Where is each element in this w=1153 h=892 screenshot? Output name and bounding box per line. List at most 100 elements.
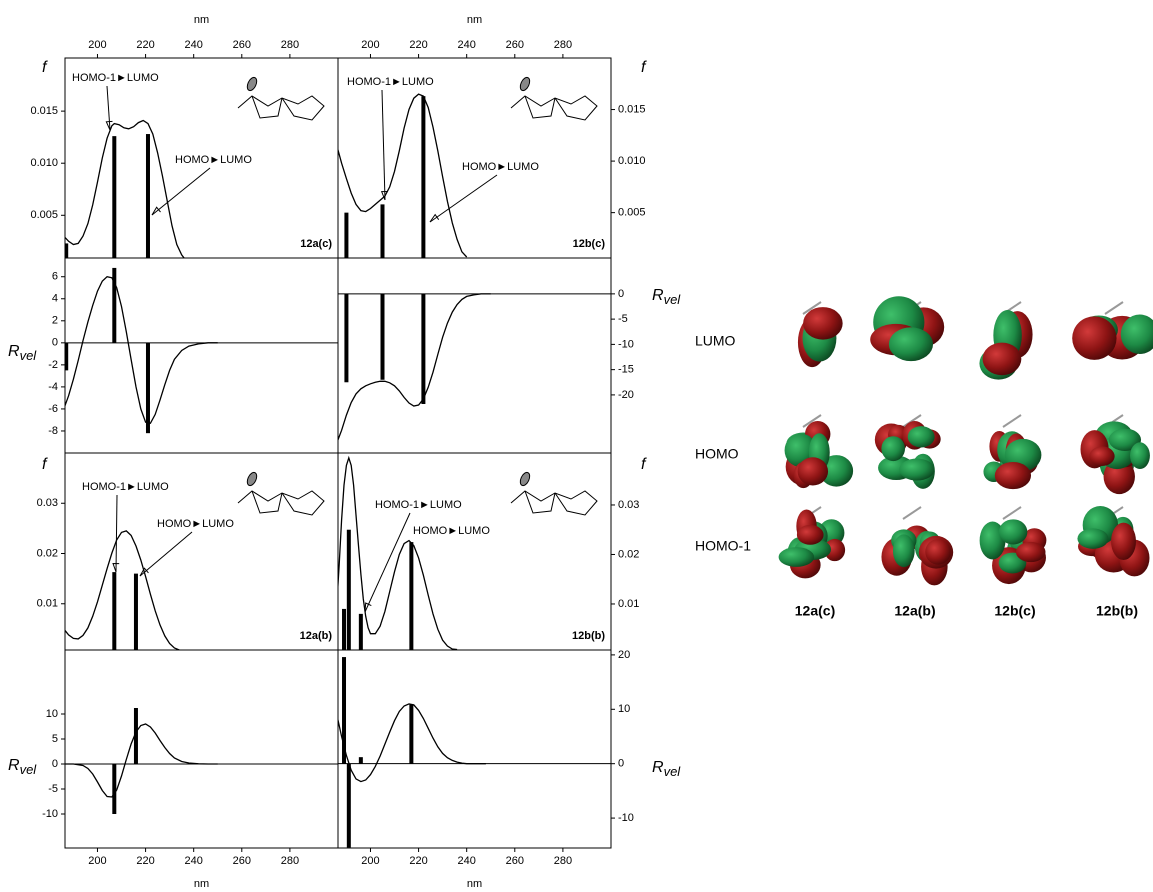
x-tick-label: 260	[506, 39, 524, 51]
structure	[238, 491, 324, 515]
stick	[146, 134, 150, 258]
x-tick-label: 220	[136, 39, 154, 51]
orbital-bond	[1105, 302, 1123, 314]
x-tick-label: 220	[409, 39, 427, 51]
panel-frame	[338, 258, 611, 453]
stick	[342, 609, 346, 650]
y-tick-label: 0.01	[37, 598, 58, 610]
y-axis-label: f	[641, 59, 647, 76]
y-tick-label: 4	[52, 293, 58, 305]
annotation-arrow	[382, 90, 385, 200]
y-axis-label-main: R	[652, 759, 664, 776]
stick	[380, 294, 384, 380]
orbital-lobe	[1111, 523, 1136, 560]
x-tick-label: 240	[458, 855, 476, 867]
annotation: HOMO-1►LUMO	[375, 499, 462, 511]
x-tick-label: 240	[458, 39, 476, 51]
orbital-bond	[1003, 415, 1021, 427]
orbital-lobe	[803, 307, 843, 340]
y-tick-label: 0.005	[30, 209, 58, 221]
panel-label: 12a(b)	[300, 630, 333, 642]
panel-frame	[65, 650, 338, 848]
panel-label: 12a(c)	[300, 238, 332, 250]
stick	[112, 764, 116, 814]
x-tick-label: 280	[554, 39, 572, 51]
spectrum-curve	[64, 724, 218, 797]
stick	[409, 542, 413, 650]
stick	[344, 294, 348, 382]
y-tick-label: 0.03	[618, 499, 639, 511]
lobe	[245, 471, 258, 487]
y-axis-label-sub: vel	[664, 292, 682, 307]
panel-frame	[338, 58, 611, 258]
spectrum-curve	[64, 531, 180, 650]
orbital-bond	[903, 507, 921, 519]
y-axis-label-main: f	[641, 59, 647, 76]
y-tick-label: 0.015	[618, 103, 646, 115]
y-tick-label: 0.01	[618, 598, 639, 610]
y-axis-label: Rvel	[652, 759, 681, 779]
y-axis-label: Rvel	[8, 343, 37, 363]
x-tick-label: 200	[88, 39, 106, 51]
panel	[64, 708, 338, 814]
y-axis-label: Rvel	[652, 287, 681, 307]
y-tick-label: 0	[618, 758, 624, 770]
orbital-lobe	[889, 327, 933, 361]
y-tick-label: -15	[618, 364, 634, 376]
stick	[421, 294, 425, 404]
y-tick-label: 0	[618, 288, 624, 300]
y-tick-label: 0.02	[37, 547, 58, 559]
orbital-lobe	[925, 539, 951, 565]
x-tick-label: 280	[554, 855, 572, 867]
panel	[64, 121, 184, 259]
annotation: HOMO►LUMO	[413, 525, 490, 537]
spectrum-curve	[64, 277, 218, 424]
annotation: HOMO-1►LUMO	[82, 481, 169, 493]
orbital-row-label: LUMO	[695, 333, 736, 349]
y-tick-label: 0.010	[618, 155, 646, 167]
stick	[359, 614, 363, 650]
y-tick-label: 0.010	[30, 157, 58, 169]
stick	[347, 764, 351, 848]
y-axis-label: f	[641, 456, 647, 473]
orbital-row-label: HOMO-1	[695, 538, 751, 554]
stick	[112, 572, 116, 650]
panel-label: 12b(c)	[573, 238, 606, 250]
stick	[380, 204, 384, 258]
panel	[337, 294, 611, 443]
annotation: HOMO-1►LUMO	[72, 72, 159, 84]
x-tick-label: 280	[281, 855, 299, 867]
panel-frame	[338, 453, 611, 650]
x-tick-label: 260	[506, 855, 524, 867]
x-tick-label: 280	[281, 39, 299, 51]
y-tick-label: -10	[618, 338, 634, 350]
y-axis-label: f	[42, 59, 48, 76]
annotation: HOMO►LUMO	[157, 518, 234, 530]
orbital-lobe	[1077, 528, 1108, 548]
annotation-arrow	[365, 513, 410, 612]
annotation-arrow	[152, 168, 210, 215]
stick	[409, 704, 413, 763]
stick	[421, 96, 425, 258]
lobe	[245, 76, 258, 92]
stick	[347, 530, 351, 650]
stick	[342, 657, 346, 764]
x-tick-label: 260	[233, 855, 251, 867]
spectrum-curve	[337, 294, 491, 443]
spectrum-curve	[337, 458, 457, 650]
y-tick-label: -20	[618, 389, 634, 401]
stick	[344, 213, 348, 258]
orbital-column-label: 12b(c)	[994, 603, 1035, 619]
orbital-lobe	[983, 343, 1022, 376]
y-tick-label: 0.03	[37, 497, 58, 509]
x-axis-label: nm	[467, 14, 482, 26]
x-axis-label: nm	[194, 14, 209, 26]
y-axis-label-main: R	[8, 757, 20, 774]
stick	[112, 136, 116, 258]
y-axis-label: Rvel	[8, 757, 37, 777]
y-axis-label-sub: vel	[20, 348, 38, 363]
orbital-lobe	[1072, 316, 1116, 359]
lobe	[518, 76, 531, 92]
orbital-lobe	[893, 534, 915, 567]
panel	[337, 657, 611, 847]
